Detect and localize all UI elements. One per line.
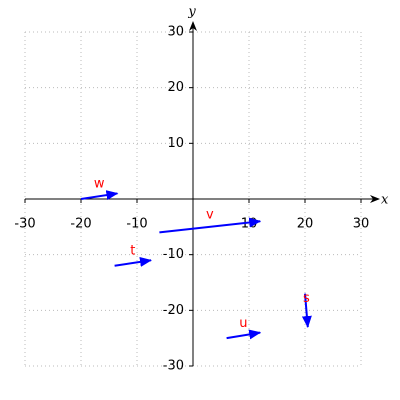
vector-arrow (80, 190, 119, 201)
vector-label: v (206, 207, 214, 222)
y-axis-label: y (187, 5, 196, 20)
x-tick-label: -10 (126, 217, 147, 232)
y-tick-label: 10 (167, 136, 184, 151)
x-tick-label: -20 (70, 217, 91, 232)
x-axis-label: x (381, 193, 389, 208)
vector-label: s (303, 291, 310, 306)
x-tick-label: -30 (14, 217, 35, 232)
x-tick-label: 20 (297, 217, 314, 232)
vector-arrow (226, 329, 262, 340)
y-tick-label: -10 (163, 247, 184, 262)
vector-arrow (114, 256, 152, 267)
y-tick-label: -20 (163, 303, 184, 318)
x-tick-label: 30 (353, 217, 370, 232)
y-tick-label: 30 (167, 25, 184, 40)
vector-arrow (301, 293, 312, 329)
vector-label: w (94, 177, 105, 192)
y-tick-label: -30 (163, 359, 184, 374)
vector-arrow (159, 217, 262, 234)
y-tick-label: 20 (167, 80, 184, 95)
vector-label: t (130, 244, 135, 259)
vector-label: u (239, 316, 247, 331)
